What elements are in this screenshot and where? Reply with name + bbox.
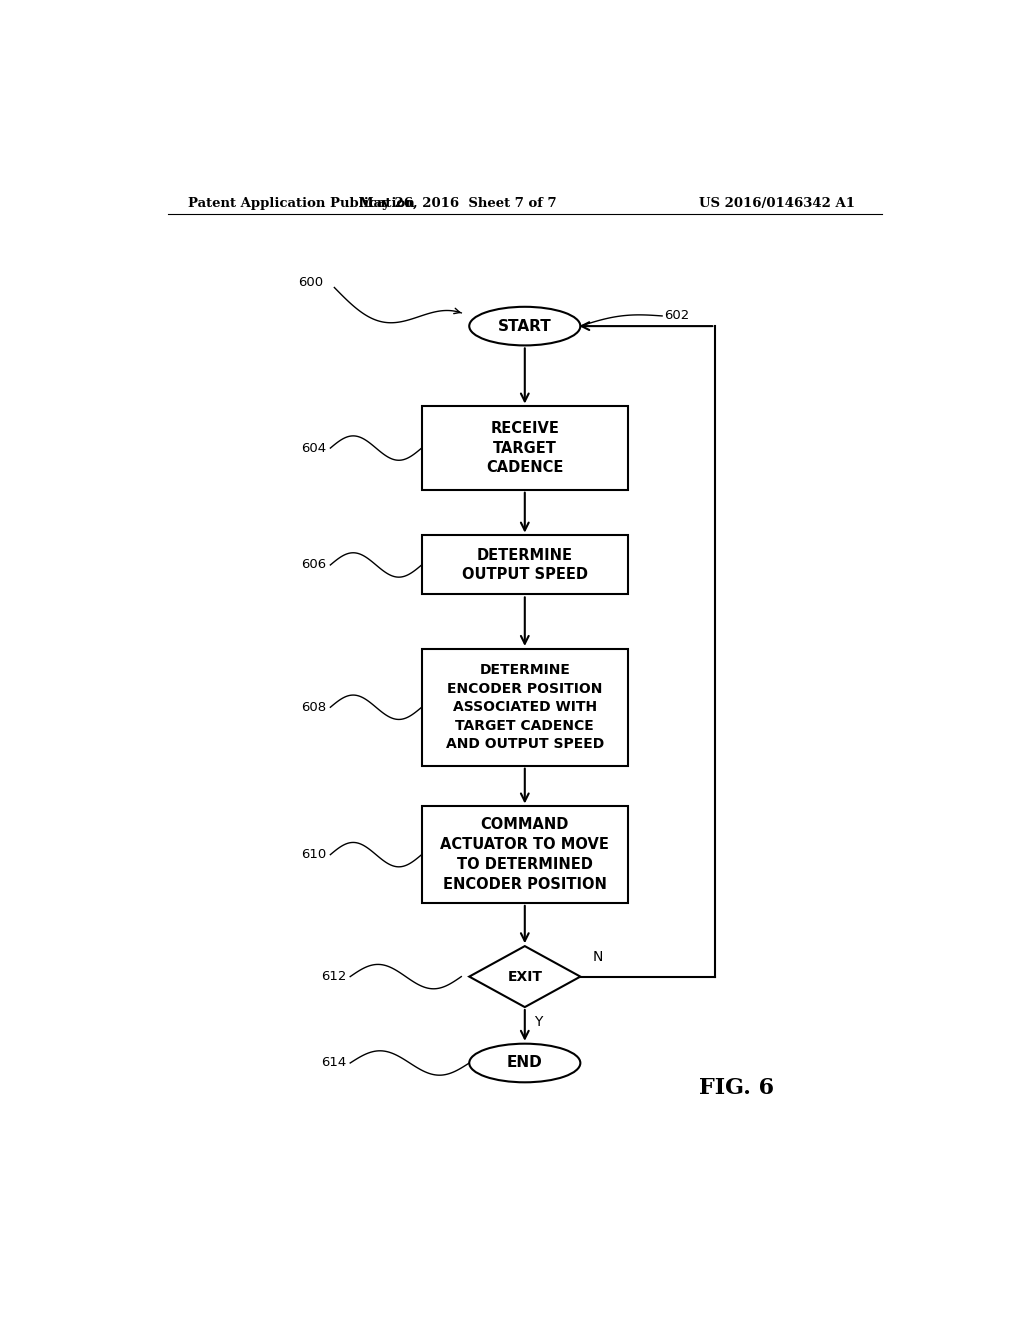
- Text: Y: Y: [535, 1015, 543, 1030]
- Ellipse shape: [469, 306, 581, 346]
- Bar: [422, 536, 628, 594]
- Text: Patent Application Publication: Patent Application Publication: [187, 197, 415, 210]
- Text: 602: 602: [664, 309, 689, 322]
- Text: 600: 600: [299, 276, 324, 289]
- Text: May 26, 2016  Sheet 7 of 7: May 26, 2016 Sheet 7 of 7: [358, 197, 556, 210]
- Text: END: END: [507, 1056, 543, 1071]
- Text: 606: 606: [301, 558, 327, 572]
- Text: DETERMINE
OUTPUT SPEED: DETERMINE OUTPUT SPEED: [462, 548, 588, 582]
- Bar: [422, 807, 628, 903]
- Polygon shape: [469, 946, 581, 1007]
- Text: 614: 614: [321, 1056, 346, 1069]
- Text: START: START: [498, 318, 552, 334]
- Text: 610: 610: [301, 849, 327, 861]
- Bar: [422, 407, 628, 490]
- Bar: [422, 649, 628, 766]
- Text: 604: 604: [301, 442, 327, 454]
- Text: DETERMINE
ENCODER POSITION
ASSOCIATED WITH
TARGET CADENCE
AND OUTPUT SPEED: DETERMINE ENCODER POSITION ASSOCIATED WI…: [445, 664, 604, 751]
- Text: 608: 608: [301, 701, 327, 714]
- Text: RECEIVE
TARGET
CADENCE: RECEIVE TARGET CADENCE: [486, 421, 563, 475]
- Text: N: N: [592, 950, 603, 965]
- Ellipse shape: [469, 1044, 581, 1082]
- Text: 612: 612: [321, 970, 346, 983]
- Text: FIG. 6: FIG. 6: [699, 1077, 774, 1100]
- Text: US 2016/0146342 A1: US 2016/0146342 A1: [699, 197, 855, 210]
- Text: COMMAND
ACTUATOR TO MOVE
TO DETERMINED
ENCODER POSITION: COMMAND ACTUATOR TO MOVE TO DETERMINED E…: [440, 817, 609, 892]
- Text: EXIT: EXIT: [507, 970, 543, 983]
